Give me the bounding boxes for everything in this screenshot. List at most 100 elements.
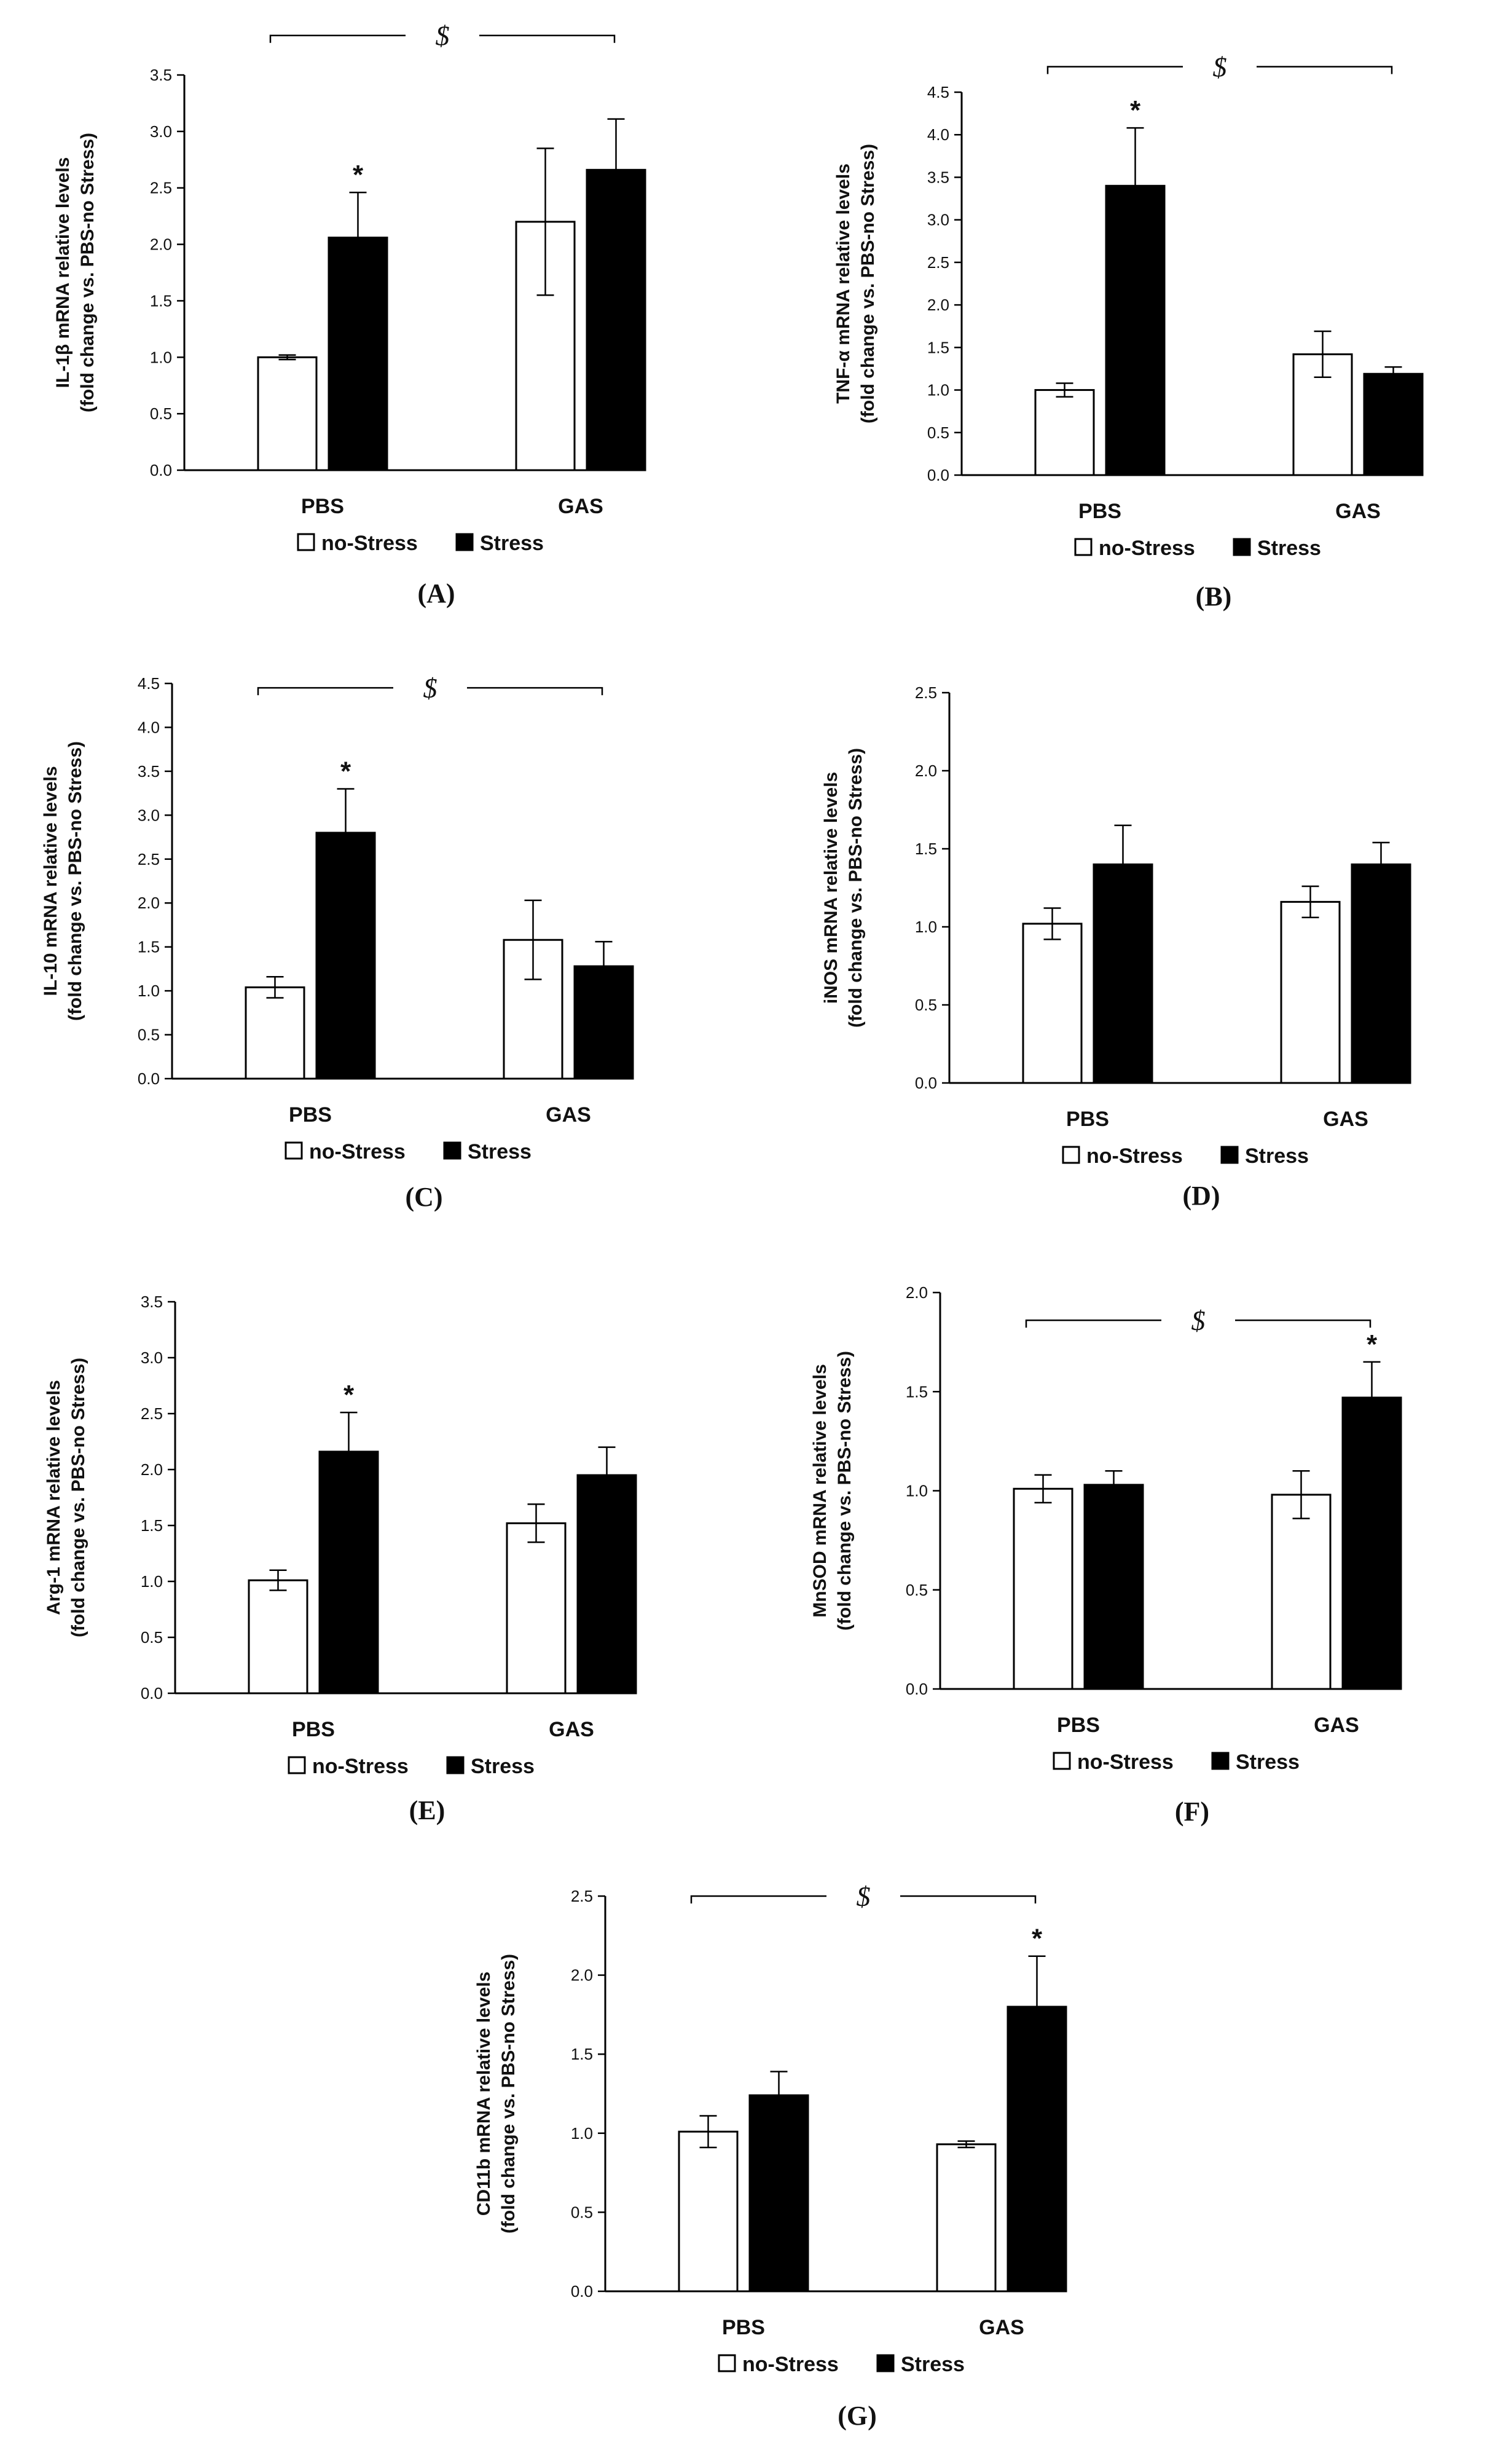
legend-swatch-stress xyxy=(446,1756,465,1774)
y-axis-title: (fold change vs. PBS-no Stress) xyxy=(846,748,866,1028)
legend-label-no-stress: no-Stress xyxy=(312,1755,409,1778)
bar-no-stress xyxy=(257,356,318,471)
bar-stress xyxy=(576,1474,637,1694)
panel-caption: (A) xyxy=(417,578,455,608)
y-axis-title: MnSOD mRNA relative levels xyxy=(810,1364,830,1617)
y-tick-label: 0.5 xyxy=(571,2203,593,2221)
bar-no-stress xyxy=(506,1522,567,1694)
y-tick-label: 3.5 xyxy=(927,168,949,186)
legend-label-stress: Stress xyxy=(1236,1750,1300,1774)
x-category-label: GAS xyxy=(979,2316,1024,2339)
y-tick-label: 1.0 xyxy=(906,1482,928,1500)
y-tick-label: 3.0 xyxy=(138,806,160,824)
y-tick-label: 2.5 xyxy=(927,253,949,272)
legend-swatch-no-stress xyxy=(288,1756,306,1774)
significance-star: * xyxy=(1130,95,1141,125)
bar-stress xyxy=(328,237,388,471)
significance-dollar: $ xyxy=(436,20,450,52)
significance-star: * xyxy=(340,756,351,786)
y-tick-label: 1.5 xyxy=(906,1382,928,1401)
significance-dollar: $ xyxy=(1213,51,1227,82)
y-tick-label: 1.0 xyxy=(915,918,937,936)
panel-caption: (D) xyxy=(1182,1181,1220,1211)
y-tick-label: 0.5 xyxy=(150,404,172,423)
chart-e: 0.0 0.5 1.0 1.5 2.0 2.5 3.0 3.5 Arg-1 mRNA relat… xyxy=(44,1293,637,1825)
significance-bracket xyxy=(269,34,616,43)
significance-dollar: $ xyxy=(1191,1305,1206,1336)
y-tick-label: 1.0 xyxy=(138,982,160,1000)
y-tick-label: 3.0 xyxy=(927,211,949,229)
y-axis-title: (fold change vs. PBS-no Stress) xyxy=(77,133,98,412)
x-category-label: GAS xyxy=(1314,1714,1359,1737)
x-category-label: PBS xyxy=(1057,1714,1100,1737)
y-axis-title: IL-10 mRNA relative levels xyxy=(41,766,61,996)
bar-no-stress xyxy=(1034,389,1095,476)
y-tick-label: 1.0 xyxy=(927,381,949,400)
y-tick-label: 2.0 xyxy=(141,1460,163,1479)
bar-stress xyxy=(748,2094,809,2293)
bar-stress xyxy=(1105,184,1166,476)
y-tick-label: 2.5 xyxy=(141,1404,163,1423)
y-tick-label: 3.5 xyxy=(141,1293,163,1311)
legend-label-no-stress: no-Stress xyxy=(1099,537,1195,560)
legend-swatch-no-stress xyxy=(1062,1146,1080,1164)
x-category-label: PBS xyxy=(1078,500,1121,523)
y-tick-label: 1.0 xyxy=(571,2124,593,2143)
legend-swatch-no-stress xyxy=(1053,1752,1071,1770)
bar-no-stress xyxy=(515,221,576,471)
y-tick-label: 1.5 xyxy=(571,2045,593,2063)
chart-b: 0.0 0.5 1.0 1.5 2.0 2.5 3.0 3.5 4.0 4.5 TNF-α mRNA… xyxy=(833,51,1424,612)
panel-caption: (B) xyxy=(1196,581,1232,612)
y-tick-label: 2.5 xyxy=(915,683,937,702)
significance-dollar: $ xyxy=(857,1881,871,1912)
legend-label-no-stress: no-Stress xyxy=(742,2353,839,2376)
legend-label-stress: Stress xyxy=(471,1755,535,1778)
legend-swatch-stress xyxy=(876,2354,895,2372)
x-category-label: PBS xyxy=(301,495,344,518)
x-category-label: GAS xyxy=(1323,1108,1368,1131)
panel-caption: (F) xyxy=(1175,1797,1209,1827)
y-axis-title: (fold change vs. PBS-no Stress) xyxy=(858,144,878,423)
legend-label-no-stress: no-Stress xyxy=(321,532,418,555)
x-category-label: GAS xyxy=(546,1103,591,1127)
y-axis-title: Arg-1 mRNA relative levels xyxy=(44,1380,64,1615)
panel-caption: (G) xyxy=(838,2401,877,2431)
legend-label-no-stress: no-Stress xyxy=(1077,1750,1174,1774)
y-tick-label: 3.0 xyxy=(150,122,172,141)
significance-star: * xyxy=(353,160,364,190)
significance-star: * xyxy=(343,1380,355,1410)
y-tick-label: 1.5 xyxy=(915,840,937,858)
legend-label-no-stress: no-Stress xyxy=(1086,1144,1183,1168)
chart-a: 0.0 0.5 1.0 1.5 2.0 2.5 3.0 3.5 IL-1β mRNA relat… xyxy=(53,20,646,608)
bar-stress xyxy=(1083,1484,1144,1690)
y-tick-label: 0.0 xyxy=(150,461,172,479)
bar-no-stress xyxy=(1271,1494,1332,1690)
legend-swatch-stress xyxy=(443,1141,461,1160)
panel-caption: (C) xyxy=(405,1182,442,1212)
bar-no-stress xyxy=(1280,900,1341,1084)
y-tick-label: 0.0 xyxy=(927,466,949,484)
chart-c: 0.0 0.5 1.0 1.5 2.0 2.5 3.0 3.5 4.0 4.5 IL-10 mRNA… xyxy=(41,672,634,1212)
legend-swatch-stress xyxy=(1220,1146,1239,1164)
y-tick-label: 0.5 xyxy=(927,423,949,442)
y-tick-label: 4.0 xyxy=(138,718,160,736)
y-axis-title: IL-1β mRNA relative levels xyxy=(53,157,73,388)
y-tick-label: 0.0 xyxy=(915,1074,937,1092)
y-tick-label: 2.5 xyxy=(571,1887,593,1905)
y-tick-label: 2.0 xyxy=(915,762,937,780)
y-tick-label: 2.0 xyxy=(138,894,160,912)
y-axis-title: (fold change vs. PBS-no Stress) xyxy=(498,1954,519,2234)
significance-bracket xyxy=(690,1895,1037,1903)
legend-swatch-stress xyxy=(1233,538,1251,556)
y-tick-label: 2.5 xyxy=(150,179,172,197)
y-tick-label: 4.5 xyxy=(138,674,160,693)
y-axis-title: (fold change vs. PBS-no Stress) xyxy=(65,741,85,1021)
y-tick-label: 4.5 xyxy=(927,83,949,101)
bar-stress xyxy=(1341,1396,1402,1690)
y-tick-label: 3.5 xyxy=(138,762,160,781)
bar-no-stress xyxy=(1022,923,1083,1084)
y-tick-label: 3.5 xyxy=(150,66,172,84)
y-tick-label: 2.0 xyxy=(906,1283,928,1302)
bar-no-stress xyxy=(248,1579,308,1694)
